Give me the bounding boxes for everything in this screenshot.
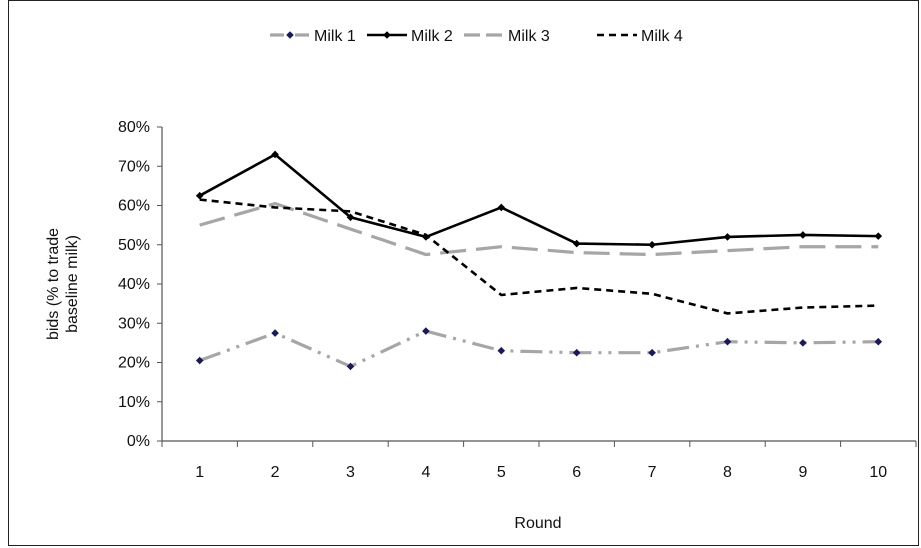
x-tick-label: 5 <box>497 464 506 481</box>
x-tick-label: 7 <box>648 464 657 481</box>
series-milk-3 <box>199 201 879 257</box>
legend-label: Milk 3 <box>508 28 550 45</box>
y-tick-label: 0% <box>127 433 150 450</box>
series-layer <box>195 150 883 371</box>
legend: Milk 1 Milk 2 Milk 3 Milk 4 <box>270 28 683 45</box>
x-tick-label: 3 <box>346 464 355 481</box>
data-point <box>648 348 656 357</box>
data-point <box>648 240 656 249</box>
chart-frame <box>8 0 919 546</box>
x-tick-label: 1 <box>195 464 204 481</box>
series-milk-2 <box>195 150 883 249</box>
legend-item: Milk 1 <box>270 28 356 45</box>
data-point <box>271 329 279 337</box>
data-point <box>799 339 807 347</box>
y-tick-label: 80% <box>118 119 150 136</box>
data-point <box>195 356 204 365</box>
data-point <box>497 203 506 212</box>
y-tick-label: 10% <box>118 394 150 411</box>
legend-label: Milk 4 <box>641 28 683 45</box>
y-tick-label: 30% <box>118 315 150 332</box>
data-point <box>874 337 883 346</box>
y-tick-label: 60% <box>118 198 150 215</box>
legend-item: Milk 4 <box>597 28 683 45</box>
data-point <box>422 327 430 335</box>
y-axis-title-line: bids (% to trade <box>45 228 62 340</box>
legend-label: Milk 2 <box>411 28 453 45</box>
x-tick-label: 8 <box>723 464 732 481</box>
series-line <box>199 153 879 247</box>
x-tick-label: 4 <box>421 464 430 481</box>
data-point <box>723 233 732 241</box>
data-point <box>572 348 581 357</box>
x-axis-title: Round <box>514 515 561 532</box>
series-line <box>199 329 879 369</box>
data-point <box>271 150 279 159</box>
series-line <box>199 198 879 315</box>
y-axis-title: bids (% to trade baseline milk) <box>45 228 81 340</box>
data-point <box>723 337 732 346</box>
data-point <box>346 362 355 371</box>
series-milk-1 <box>195 327 883 371</box>
series-line <box>199 201 879 257</box>
data-point <box>497 346 506 355</box>
x-tick-label: 2 <box>271 464 280 481</box>
data-point <box>572 239 581 248</box>
y-axis-title-line: baseline milk) <box>64 235 81 333</box>
data-point <box>874 232 883 240</box>
axes: 0% 10% 20% 30% 40% 50% 60% 70% 80% 1 2 3 4 5 6 7 8 9 10 <box>118 119 917 481</box>
x-tick-label: 9 <box>798 464 807 481</box>
y-tick-label: 20% <box>118 355 150 372</box>
data-point <box>799 231 807 239</box>
data-point <box>195 191 204 200</box>
legend-marker <box>383 31 391 39</box>
legend-label: Milk 1 <box>314 28 356 45</box>
x-tick-label: 10 <box>869 464 887 481</box>
legend-item: Milk 3 <box>464 28 550 45</box>
legend-marker <box>286 31 294 39</box>
data-point <box>346 213 355 222</box>
y-tick-label: 40% <box>118 276 150 293</box>
series-milk-4 <box>199 198 879 315</box>
x-tick-label: 6 <box>572 464 581 481</box>
y-tick-label: 50% <box>118 237 150 254</box>
y-tick-label: 70% <box>118 158 150 175</box>
legend-item: Milk 2 <box>367 28 453 45</box>
